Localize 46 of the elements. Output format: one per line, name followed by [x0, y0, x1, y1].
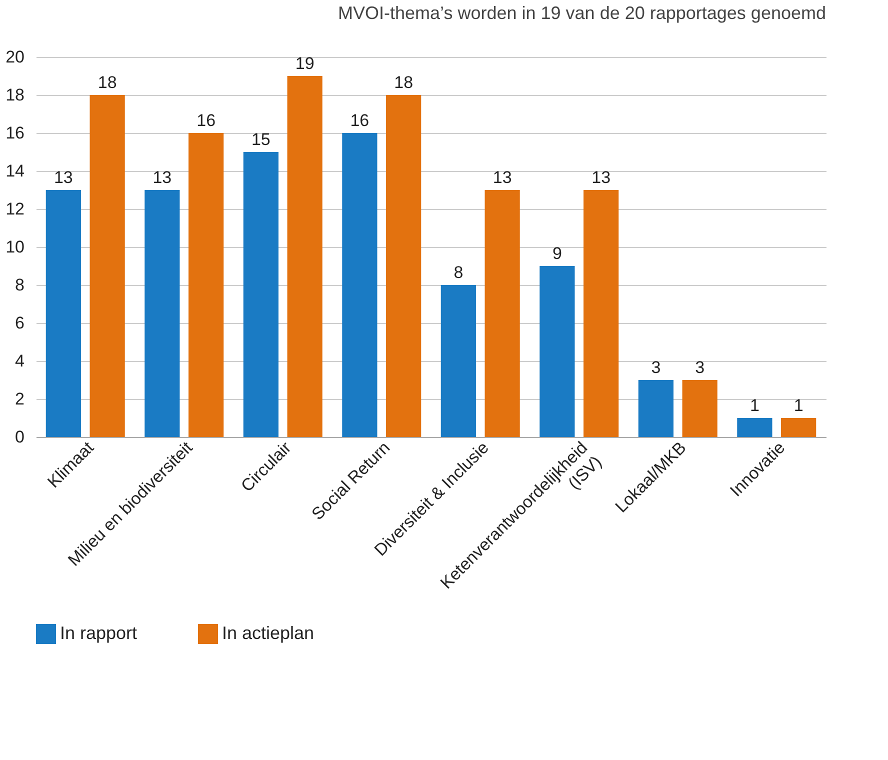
- y-tick-label: 2: [15, 390, 24, 408]
- y-tick-label: 10: [6, 238, 24, 256]
- y-tick-label: 18: [6, 86, 24, 104]
- data-label: 18: [98, 73, 117, 92]
- bar: [737, 418, 772, 437]
- y-tick-label: 20: [6, 48, 24, 66]
- legend-label: In rapport: [60, 623, 138, 643]
- data-label: 13: [54, 168, 73, 187]
- bar: [243, 152, 278, 437]
- bar: [342, 133, 378, 437]
- bar: [638, 380, 674, 437]
- y-tick-label: 0: [15, 428, 24, 446]
- bar: [682, 380, 718, 437]
- y-tick-label: 14: [6, 162, 24, 180]
- data-label: 19: [295, 54, 314, 73]
- bar: [90, 95, 125, 437]
- bar: [484, 190, 520, 437]
- data-label: 1: [794, 396, 804, 415]
- data-label: 13: [492, 168, 512, 187]
- data-label: 9: [552, 244, 562, 263]
- bar: [540, 266, 575, 437]
- bar: [440, 285, 476, 437]
- data-label: 16: [350, 111, 370, 130]
- bar: [584, 190, 619, 437]
- y-tick-label: 16: [6, 124, 24, 142]
- bar: [188, 133, 224, 437]
- data-label: 18: [394, 73, 414, 92]
- data-label: 3: [651, 358, 661, 377]
- chart-title: MVOI-thema’s worden in 19 van de 20 rapportages genoemd: [338, 3, 826, 23]
- data-label: 16: [196, 111, 216, 130]
- y-tick-label: 8: [15, 276, 24, 294]
- y-tick-label: 12: [6, 200, 24, 218]
- data-label: 13: [592, 168, 611, 187]
- bar: [144, 190, 180, 437]
- legend-label: In actieplan: [222, 623, 314, 643]
- bar: [287, 76, 322, 437]
- data-label: 13: [152, 168, 172, 187]
- data-label: 1: [750, 396, 760, 415]
- y-tick-label: 4: [15, 352, 24, 370]
- data-label: 15: [251, 130, 270, 149]
- bar: [46, 190, 81, 437]
- y-tick-label: 6: [15, 314, 24, 332]
- bar: [386, 95, 422, 437]
- data-label: 8: [454, 263, 464, 282]
- bar: [781, 418, 816, 437]
- data-label: 3: [695, 358, 705, 377]
